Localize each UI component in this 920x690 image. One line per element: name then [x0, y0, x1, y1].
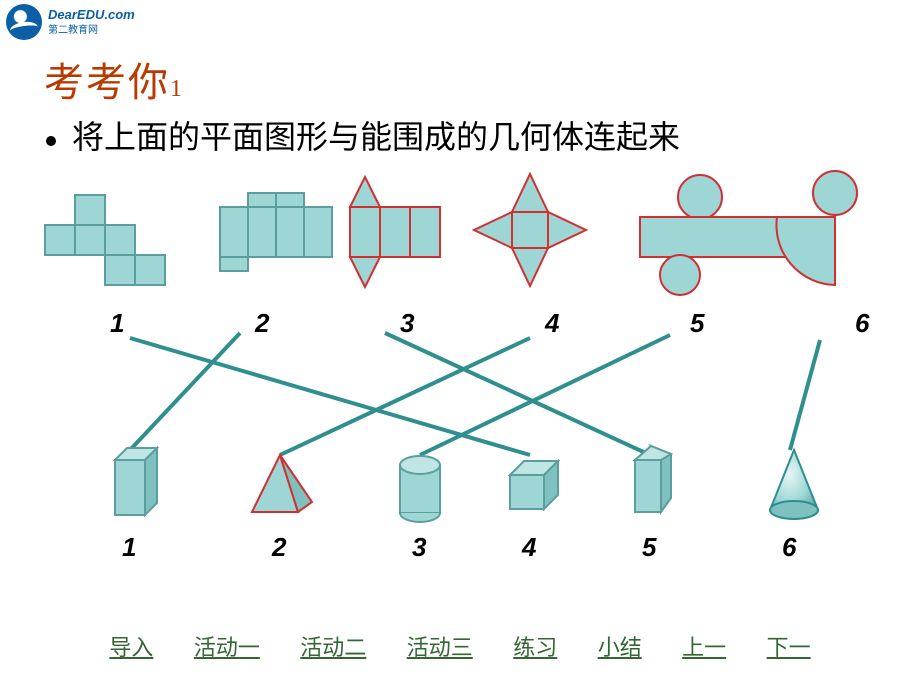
nav-link[interactable]: 活动一: [194, 635, 260, 660]
net-1-cube: [45, 195, 165, 285]
solid-label: 1: [122, 532, 136, 563]
net-label: 5: [690, 308, 704, 339]
nav-link[interactable]: 练习: [513, 635, 557, 660]
nav-bar: 导入 活动一 活动二 活动三 练习 小结 上一 下一: [0, 630, 920, 662]
solid-3-cylinder: [400, 456, 440, 522]
connection-lines: [130, 333, 820, 455]
diagram-stage: [0, 0, 920, 620]
solid-label: 3: [412, 532, 426, 563]
net-6-cone: [776, 171, 857, 285]
solid-5-triprism: [635, 446, 671, 512]
solid-label: 4: [522, 532, 536, 563]
solid-6-cone: [770, 450, 818, 519]
nav-link[interactable]: 导入: [109, 635, 153, 660]
nav-link[interactable]: 小结: [598, 635, 642, 660]
net-2-cuboid: [220, 193, 332, 271]
nav-link[interactable]: 活动二: [300, 635, 366, 660]
net-3-triprism: [350, 177, 440, 287]
nav-link[interactable]: 上一: [682, 635, 726, 660]
solid-label: 6: [782, 532, 796, 563]
net-4-pyramid: [474, 174, 586, 286]
net-label: 6: [855, 308, 869, 339]
solid-2-pyramid: [252, 455, 312, 512]
solid-4-cube: [510, 461, 558, 509]
net-label: 2: [255, 308, 269, 339]
solid-label: 5: [642, 532, 656, 563]
net-label: 3: [400, 308, 414, 339]
net-label: 4: [545, 308, 559, 339]
net-label: 1: [110, 308, 124, 339]
solid-label: 2: [272, 532, 286, 563]
solid-1-cuboid: [115, 448, 157, 515]
nav-link[interactable]: 活动三: [407, 635, 473, 660]
nav-link[interactable]: 下一: [767, 635, 811, 660]
net-5-cylinder: [640, 175, 790, 295]
